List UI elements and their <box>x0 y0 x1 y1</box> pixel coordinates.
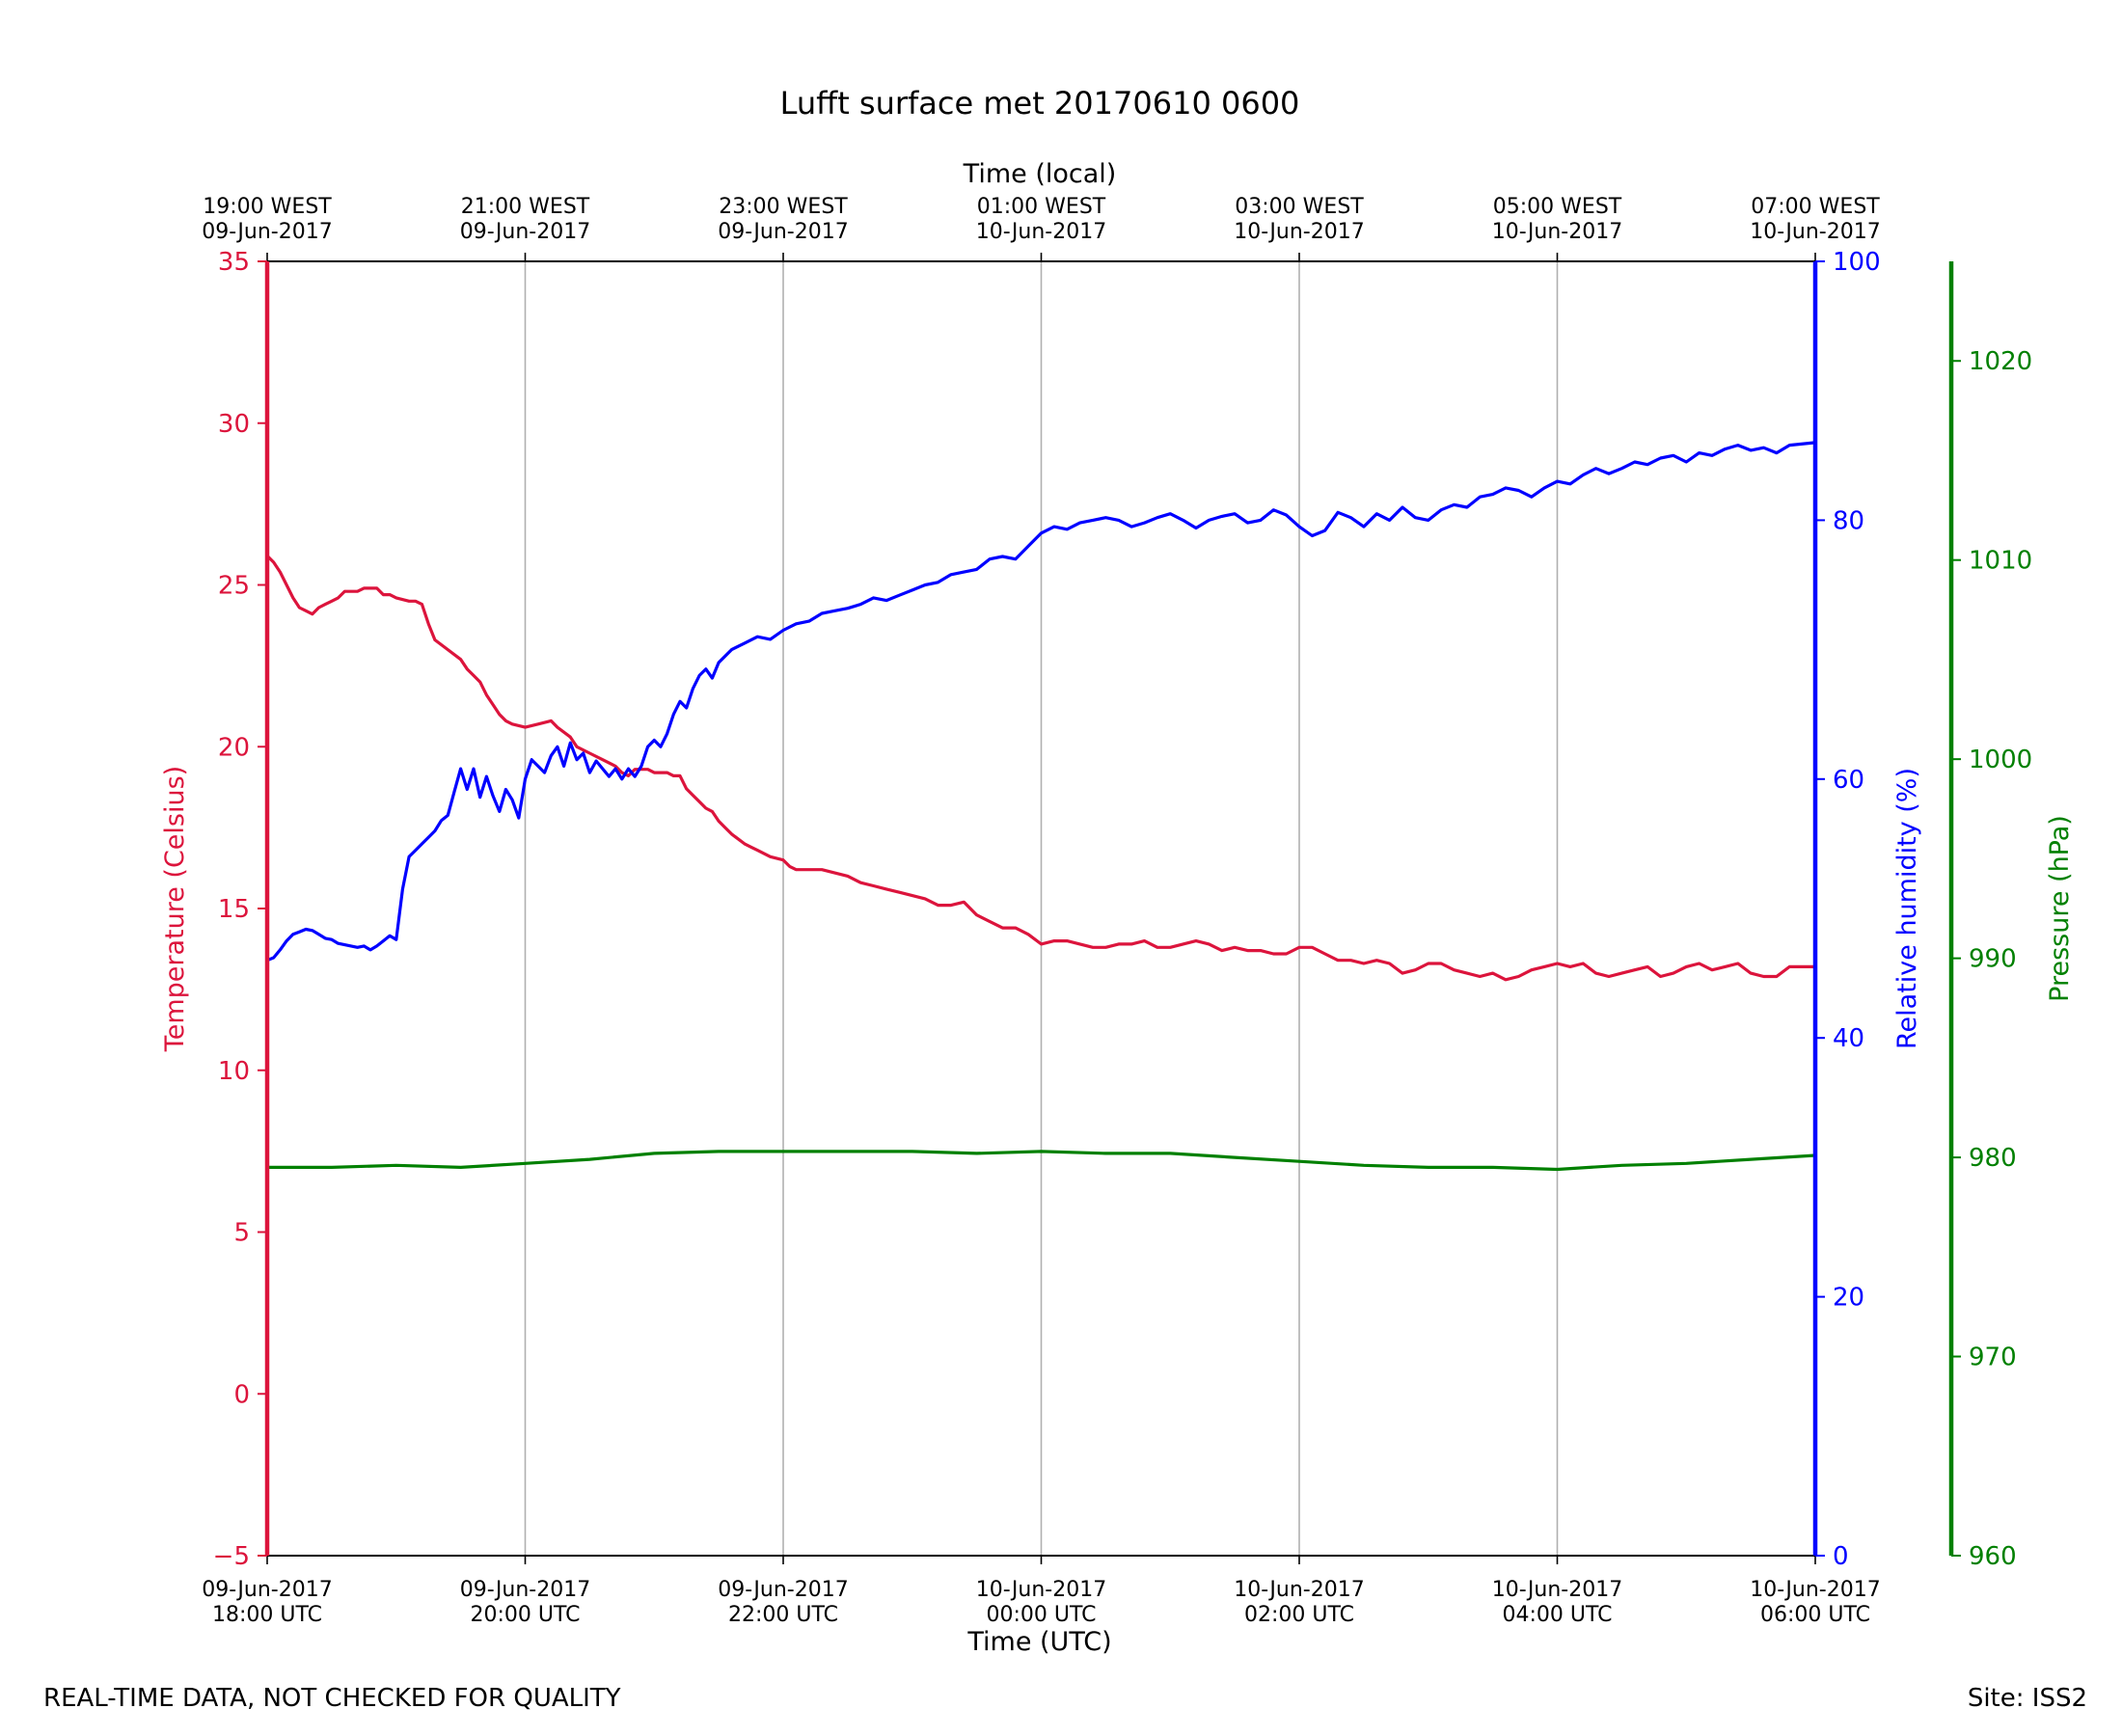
top-tick-label-date-0: 09-Jun-2017 <box>202 220 332 244</box>
x-tick-label-date-5: 10-Jun-2017 <box>1492 1578 1622 1602</box>
x-tick-label-time-1: 20:00 UTC <box>470 1603 580 1627</box>
temp-tick-label-4: 15 <box>218 895 250 924</box>
top-tick-label-time-4: 03:00 WEST <box>1235 195 1364 219</box>
x-tick-label-time-2: 22:00 UTC <box>728 1603 838 1627</box>
temp-tick-label-2: 5 <box>233 1219 250 1248</box>
rh-tick-label-2: 40 <box>1833 1024 1864 1053</box>
temp-tick-label-1: 0 <box>233 1380 250 1409</box>
x-tick-label-time-3: 00:00 UTC <box>986 1603 1096 1627</box>
pres-tick-label-4: 1000 <box>1969 746 2032 774</box>
x-tick-label-time-5: 04:00 UTC <box>1502 1603 1612 1627</box>
temp-axis-label: Temperature (Celsius) <box>160 766 190 1052</box>
top-axis-label: Time (local) <box>963 159 1117 189</box>
rh-tick-label-3: 60 <box>1833 766 1864 795</box>
temp-tick-label-8: 35 <box>218 248 250 277</box>
x-tick-label-time-4: 02:00 UTC <box>1244 1603 1354 1627</box>
series-layer <box>265 441 1816 1172</box>
rh-tick-label-5: 100 <box>1833 248 1881 277</box>
x-tick-label-date-3: 10-Jun-2017 <box>976 1578 1106 1602</box>
chart-title: Lufft surface met 20170610 0600 <box>780 85 1300 122</box>
series-line-pressure <box>267 1150 1816 1172</box>
bottom-axis-label: Time (UTC) <box>966 1627 1111 1657</box>
temp-tick-label-7: 30 <box>218 410 250 439</box>
top-tick-label-time-1: 21:00 WEST <box>461 195 590 219</box>
pres-tick-label-3: 990 <box>1969 945 2017 974</box>
rh-tick-label-1: 20 <box>1833 1284 1864 1313</box>
temp-tick-label-3: 10 <box>218 1057 250 1086</box>
rh-tick-label-0: 0 <box>1833 1542 1849 1571</box>
top-tick-label-time-0: 19:00 WEST <box>203 195 332 219</box>
x-tick-label-date-1: 09-Jun-2017 <box>460 1578 590 1602</box>
temp-tick-label-6: 25 <box>218 572 250 601</box>
x-tick-label-date-0: 09-Jun-2017 <box>202 1578 332 1602</box>
y-axes: −5 0 5 10 15 20 25 30 35 Temperature (Celsius) 0 20… <box>160 248 2075 1571</box>
series-line-temperature <box>265 555 1815 982</box>
pres-tick-label-6: 1020 <box>1969 347 2032 376</box>
top-tick-label-time-2: 23:00 WEST <box>719 195 848 219</box>
series-line-relative-humidity <box>266 441 1816 963</box>
temp-tick-label-5: 20 <box>218 733 250 762</box>
top-tick-label-date-4: 10-Jun-2017 <box>1234 220 1364 244</box>
top-tick-label-time-3: 01:00 WEST <box>977 195 1106 219</box>
rh-axis-label: Relative humidity (%) <box>1892 768 1922 1049</box>
site-label: Site: ISS2 <box>1967 1684 2087 1713</box>
top-tick-label-time-5: 05:00 WEST <box>1493 195 1622 219</box>
pres-tick-label-2: 980 <box>1969 1144 2017 1173</box>
x-tick-label-date-2: 09-Jun-2017 <box>718 1578 848 1602</box>
top-tick-label-time-6: 07:00 WEST <box>1751 195 1880 219</box>
temp-tick-label-0: −5 <box>213 1542 250 1571</box>
x-tick-label-date-4: 10-Jun-2017 <box>1234 1578 1364 1602</box>
pres-axis-label: Pressure (hPa) <box>2045 815 2075 1002</box>
pres-tick-label-0: 960 <box>1969 1542 2017 1571</box>
gridlines <box>524 261 1559 1556</box>
x-tick-label-time-6: 06:00 UTC <box>1760 1603 1870 1627</box>
pres-tick-label-5: 1010 <box>1969 547 2032 576</box>
top-tick-label-date-5: 10-Jun-2017 <box>1492 220 1622 244</box>
rh-tick-label-4: 80 <box>1833 506 1864 535</box>
pres-tick-label-1: 970 <box>1969 1343 2017 1372</box>
top-tick-label-date-1: 09-Jun-2017 <box>460 220 590 244</box>
top-tick-label-date-2: 09-Jun-2017 <box>718 220 848 244</box>
x-tick-label-date-6: 10-Jun-2017 <box>1750 1578 1880 1602</box>
x-tick-label-time-0: 18:00 UTC <box>212 1603 322 1627</box>
quality-note: REAL-TIME DATA, NOT CHECKED FOR QUALITY <box>43 1684 621 1713</box>
top-tick-label-date-6: 10-Jun-2017 <box>1750 220 1880 244</box>
top-tick-label-date-3: 10-Jun-2017 <box>976 220 1106 244</box>
